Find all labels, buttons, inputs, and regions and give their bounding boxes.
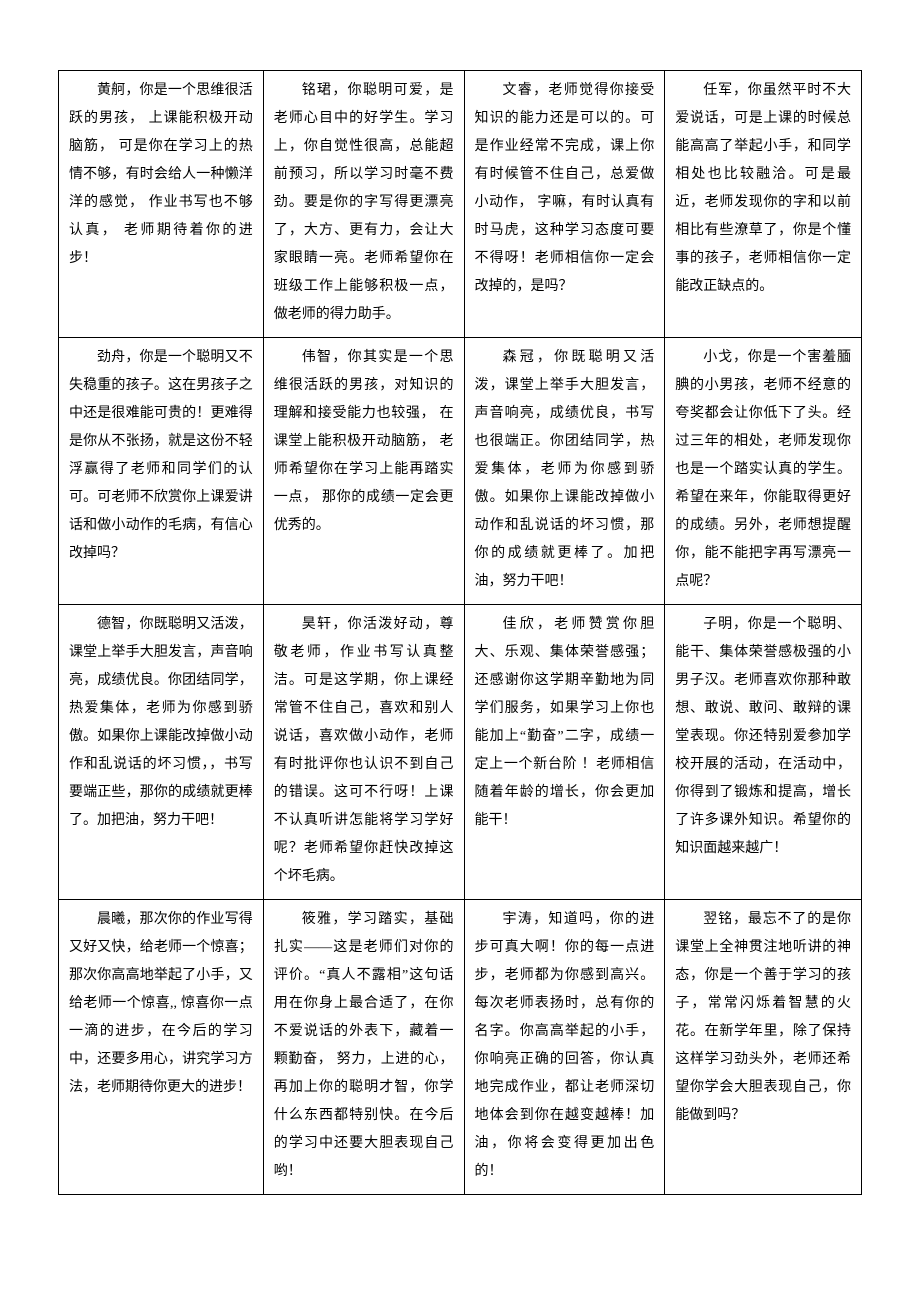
comment-text: 翌铭，最忘不了的是你课堂上全神贯注地听讲的神态，你是一个善于学习的孩子，常常闪烁… bbox=[675, 906, 851, 1130]
cell: 任军，你虽然平时不大爱说话，可是上课的时候总能高高了举起小手，和同学相处也比较融… bbox=[665, 71, 862, 338]
table-row: 德智，你既聪明又活泼，课堂上举手大胆发言，声音响亮，成绩优良。你团结同学，热爱集… bbox=[59, 605, 862, 900]
comment-text: 伟智，你其实是一个思维很活跃的男孩，对知识的理解和接受能力也较强， 在课堂上能积… bbox=[274, 344, 454, 540]
comment-text: 宇涛，知道吗，你的进步可真大啊！你的每一点进步，老师都为你感到高兴。每次老师表扬… bbox=[475, 906, 655, 1186]
cell: 森冠，你既聪明又活泼，课堂上举手大胆发言，声音响亮，成绩优良，书写也很端正。你团… bbox=[464, 338, 665, 605]
table-row: 晨曦，那次你的作业写得又好又快，给老师一个惊喜；那次你高高地举起了小手，又给老师… bbox=[59, 900, 862, 1195]
comment-text: 铭珺，你聪明可爱，是老师心目中的好学生。学习上，你自觉性很高，总能超前预习，所以… bbox=[274, 77, 454, 329]
cell: 文睿，老师觉得你接受知识的能力还是可以的。可是作业经常不完成，课上你有时候管不住… bbox=[464, 71, 665, 338]
table-row: 黄舸，你是一个思维很活跃的男孩， 上课能积极开动脑筋， 可是你在学习上的热情不够… bbox=[59, 71, 862, 338]
cell: 德智，你既聪明又活泼，课堂上举手大胆发言，声音响亮，成绩优良。你团结同学，热爱集… bbox=[59, 605, 264, 900]
comment-text: 任军，你虽然平时不大爱说话，可是上课的时候总能高高了举起小手，和同学相处也比较融… bbox=[675, 77, 851, 301]
comment-text: 德智，你既聪明又活泼，课堂上举手大胆发言，声音响亮，成绩优良。你团结同学，热爱集… bbox=[69, 611, 253, 835]
cell: 子明，你是一个聪明、能干、集体荣誉感极强的小男子汉。老师喜欢你那种敢想、敢说、敢… bbox=[665, 605, 862, 900]
cell: 黄舸，你是一个思维很活跃的男孩， 上课能积极开动脑筋， 可是你在学习上的热情不够… bbox=[59, 71, 264, 338]
cell: 佳欣，老师赞赏你胆大、乐观、集体荣誉感强；还感谢你这学期辛勤地为同学们服务，如果… bbox=[464, 605, 665, 900]
cell: 晨曦，那次你的作业写得又好又快，给老师一个惊喜；那次你高高地举起了小手，又给老师… bbox=[59, 900, 264, 1195]
comment-text: 晨曦，那次你的作业写得又好又快，给老师一个惊喜；那次你高高地举起了小手，又给老师… bbox=[69, 906, 253, 1102]
comment-text: 森冠，你既聪明又活泼，课堂上举手大胆发言，声音响亮，成绩优良，书写也很端正。你团… bbox=[475, 344, 655, 596]
comment-text: 子明，你是一个聪明、能干、集体荣誉感极强的小男子汉。老师喜欢你那种敢想、敢说、敢… bbox=[675, 611, 851, 863]
cell: 劲舟，你是一个聪明又不失稳重的孩子。这在男孩子之中还是很难能可贵的！更难得是你从… bbox=[59, 338, 264, 605]
comment-text: 黄舸，你是一个思维很活跃的男孩， 上课能积极开动脑筋， 可是你在学习上的热情不够… bbox=[69, 77, 253, 273]
comment-text: 昊轩，你活泼好动，尊敬老师，作业书写认真整洁。可是这学期，你上课经常管不住自己，… bbox=[274, 611, 454, 891]
comment-text: 佳欣，老师赞赏你胆大、乐观、集体荣誉感强；还感谢你这学期辛勤地为同学们服务，如果… bbox=[475, 611, 655, 835]
table-row: 劲舟，你是一个聪明又不失稳重的孩子。这在男孩子之中还是很难能可贵的！更难得是你从… bbox=[59, 338, 862, 605]
page: 黄舸，你是一个思维很活跃的男孩， 上课能积极开动脑筋， 可是你在学习上的热情不够… bbox=[0, 0, 920, 1235]
comment-text: 劲舟，你是一个聪明又不失稳重的孩子。这在男孩子之中还是很难能可贵的！更难得是你从… bbox=[69, 344, 253, 568]
comment-text: 文睿，老师觉得你接受知识的能力还是可以的。可是作业经常不完成，课上你有时候管不住… bbox=[475, 77, 655, 301]
comments-table: 黄舸，你是一个思维很活跃的男孩， 上课能积极开动脑筋， 可是你在学习上的热情不够… bbox=[58, 70, 862, 1195]
cell: 昊轩，你活泼好动，尊敬老师，作业书写认真整洁。可是这学期，你上课经常管不住自己，… bbox=[263, 605, 464, 900]
comment-text: 筱雅，学习踏实，基础扎实——这是老师们对你的评价。“真人不露相”这句话用在你身上… bbox=[274, 906, 454, 1186]
cell: 宇涛，知道吗，你的进步可真大啊！你的每一点进步，老师都为你感到高兴。每次老师表扬… bbox=[464, 900, 665, 1195]
cell: 筱雅，学习踏实，基础扎实——这是老师们对你的评价。“真人不露相”这句话用在你身上… bbox=[263, 900, 464, 1195]
cell: 伟智，你其实是一个思维很活跃的男孩，对知识的理解和接受能力也较强， 在课堂上能积… bbox=[263, 338, 464, 605]
cell: 翌铭，最忘不了的是你课堂上全神贯注地听讲的神态，你是一个善于学习的孩子，常常闪烁… bbox=[665, 900, 862, 1195]
cell: 铭珺，你聪明可爱，是老师心目中的好学生。学习上，你自觉性很高，总能超前预习，所以… bbox=[263, 71, 464, 338]
comment-text: 小戈，你是一个害羞腼腆的小男孩，老师不经意的夸奖都会让你低下了头。经过三年的相处… bbox=[675, 344, 851, 596]
cell: 小戈，你是一个害羞腼腆的小男孩，老师不经意的夸奖都会让你低下了头。经过三年的相处… bbox=[665, 338, 862, 605]
